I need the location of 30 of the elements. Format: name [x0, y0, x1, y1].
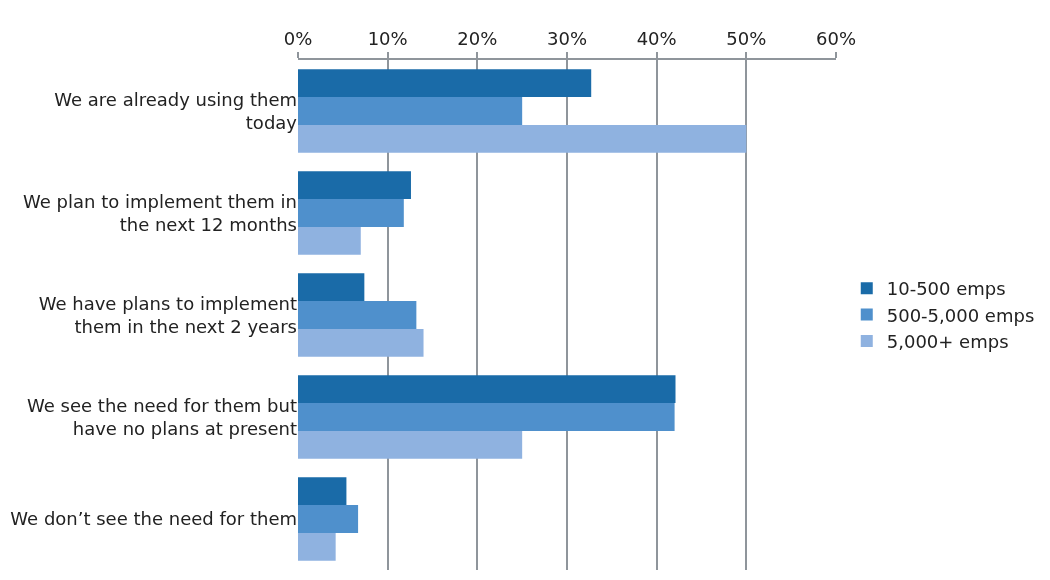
- x-tick-label: 0%: [283, 27, 313, 49]
- x-tick-label: 30%: [546, 27, 588, 49]
- bar: [298, 97, 523, 125]
- y-tick-label: We see the need for them but have no plans at present: [27, 394, 297, 439]
- x-tick-label: 20%: [457, 27, 498, 49]
- bar: [298, 69, 592, 98]
- bar: [298, 532, 336, 561]
- x-tick-label: 60%: [815, 27, 857, 49]
- bar: [298, 273, 365, 302]
- x-tick-label: 10%: [367, 27, 408, 49]
- bar: [298, 199, 404, 227]
- x-tick-label: 40%: [636, 27, 677, 49]
- legend-label: 10-500 emps: [886, 278, 1006, 300]
- y-tick-label: We are already using them today: [54, 88, 298, 133]
- bar: [298, 505, 359, 533]
- bar: [298, 301, 417, 329]
- bar: [298, 226, 361, 255]
- bar: [298, 403, 675, 431]
- bar: [298, 430, 523, 459]
- x-tick-label: 50%: [726, 27, 767, 49]
- bar: [298, 171, 411, 200]
- y-tick-label: We plan to implement them in the next 12 months: [23, 190, 297, 235]
- y-tick-label: We have plans to implement them in the next 2 years: [38, 292, 297, 337]
- legend-label: 500-5,000 emps: [886, 304, 1035, 326]
- bar: [298, 328, 424, 357]
- legend-label: 5,000+ emps: [886, 331, 1009, 353]
- bar: [298, 477, 347, 506]
- y-tick-label: We don’t see the need for them: [10, 508, 297, 530]
- bar: [298, 124, 747, 153]
- bar: [298, 375, 676, 404]
